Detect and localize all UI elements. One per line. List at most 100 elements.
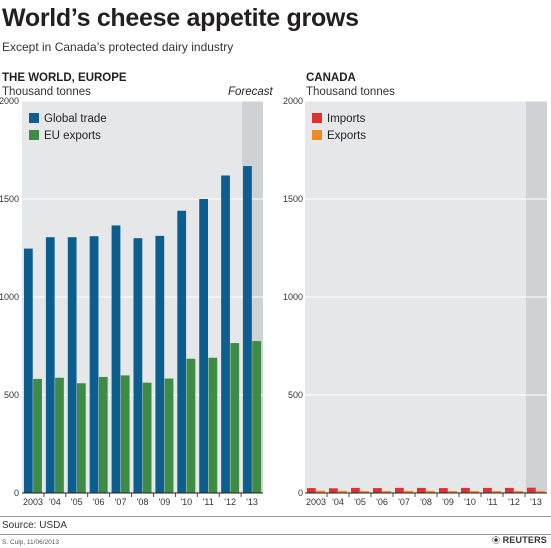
bar-eu-exports bbox=[252, 341, 262, 493]
y-tick-label: 1000 bbox=[283, 292, 303, 302]
x-tick-label: '08 bbox=[137, 497, 149, 507]
bar-imports bbox=[328, 488, 338, 493]
x-tick-label: '06 bbox=[376, 497, 388, 507]
y-tick-label: 1500 bbox=[283, 194, 303, 204]
x-tick-label: '06 bbox=[93, 497, 105, 507]
brand-logo: REUTERS bbox=[491, 535, 547, 545]
x-tick-label: '05 bbox=[354, 497, 366, 507]
bar-exports bbox=[492, 491, 502, 493]
bar-imports bbox=[350, 487, 360, 493]
bar-global-trade bbox=[177, 210, 187, 493]
bar-imports bbox=[504, 487, 514, 493]
x-tick-label: '09 bbox=[159, 497, 171, 507]
bar-global-trade bbox=[221, 175, 230, 494]
bar-global-trade bbox=[111, 225, 121, 493]
bar-exports bbox=[470, 491, 480, 493]
bar-imports bbox=[460, 487, 470, 493]
forecast-label: Forecast bbox=[228, 86, 273, 98]
bar-global-trade bbox=[23, 248, 33, 493]
bar-global-trade bbox=[133, 238, 143, 493]
y-tick-label: 0 bbox=[14, 488, 19, 498]
y-tick-label: 1500 bbox=[0, 194, 19, 204]
y-tick-label: 0 bbox=[298, 488, 303, 498]
bar-global-trade bbox=[89, 236, 99, 494]
bar-eu-exports bbox=[120, 375, 130, 493]
x-tick-label: '11 bbox=[203, 497, 214, 507]
y-tick-label: 1000 bbox=[0, 292, 19, 302]
bar-imports bbox=[416, 487, 426, 493]
x-tick-label: '08 bbox=[420, 497, 432, 507]
x-tick-label: '07 bbox=[398, 497, 410, 507]
bar-exports bbox=[338, 490, 348, 493]
chart-panel-0: 0 500 1000 1500 2000 2003 '04 '05 '06 '07 '08 '09 '1… bbox=[0, 96, 263, 507]
bar-exports bbox=[536, 491, 546, 493]
bar-exports bbox=[426, 490, 436, 493]
x-tick-label: 2003 bbox=[23, 497, 43, 507]
chart-panel-1: 0 500 1000 1500 2000 2003 '04 '05 '06 '07 '08 '09 '1… bbox=[283, 96, 547, 507]
x-tick-label: '05 bbox=[71, 497, 83, 507]
legend-swatch bbox=[312, 113, 322, 123]
bar-eu-exports bbox=[230, 343, 240, 493]
bar-eu-exports bbox=[98, 376, 108, 493]
source-note: Source: USDA bbox=[2, 520, 68, 531]
chart-subtitle: Except in Canada’s protected dairy indus… bbox=[2, 40, 234, 54]
x-tick-label: '10 bbox=[464, 497, 476, 507]
legend-swatch bbox=[29, 130, 39, 140]
y-tick-label: 500 bbox=[4, 390, 19, 400]
panel-title-canada: CANADA bbox=[306, 72, 356, 84]
legend-label: Exports bbox=[327, 130, 366, 142]
bar-eu-exports bbox=[164, 378, 174, 493]
x-tick-label: '11 bbox=[486, 497, 497, 507]
bar-global-trade bbox=[243, 166, 252, 493]
x-tick-label: '12 bbox=[508, 497, 520, 507]
legend-swatch bbox=[29, 113, 39, 123]
bar-eu-exports bbox=[208, 357, 218, 493]
y-tick-label: 500 bbox=[288, 390, 303, 400]
bar-imports bbox=[526, 487, 536, 493]
x-tick-label: '09 bbox=[442, 497, 454, 507]
bar-eu-exports bbox=[55, 377, 64, 493]
charts-canvas: 0 500 1000 1500 2000 2003 '04 '05 '06 '07 '08 '09 '1… bbox=[0, 96, 547, 507]
bar-eu-exports bbox=[142, 382, 152, 493]
footer-divider bbox=[0, 516, 551, 517]
panel-unit-canada: Thousand tonnes bbox=[306, 86, 395, 98]
bar-global-trade bbox=[199, 199, 209, 493]
reuters-logo-icon bbox=[491, 536, 500, 544]
bar-imports bbox=[372, 488, 382, 493]
bar-imports bbox=[482, 487, 492, 493]
bar-exports bbox=[382, 491, 392, 493]
credit-line: S. Culp, 11/06/2013 bbox=[2, 539, 59, 546]
bar-imports bbox=[306, 488, 316, 493]
legend-label: Global trade bbox=[44, 113, 107, 125]
bar-exports bbox=[448, 491, 458, 493]
panel-title-world: THE WORLD, EUROPE bbox=[2, 72, 127, 84]
bar-global-trade bbox=[45, 237, 55, 493]
y-tick-label: 2000 bbox=[0, 96, 19, 106]
bar-imports bbox=[394, 487, 404, 493]
legend-label: Imports bbox=[327, 113, 366, 125]
x-tick-label: '04 bbox=[332, 497, 344, 507]
x-tick-label: '13 bbox=[530, 497, 542, 507]
bar-global-trade bbox=[67, 237, 77, 493]
bar-eu-exports bbox=[33, 378, 42, 493]
x-tick-label: '10 bbox=[180, 497, 192, 507]
x-tick-label: '13 bbox=[246, 497, 258, 507]
legend-label: EU exports bbox=[44, 130, 101, 142]
bar-imports bbox=[438, 488, 448, 493]
legend-swatch bbox=[312, 130, 322, 140]
bar-exports bbox=[514, 491, 524, 493]
x-tick-label: 2003 bbox=[306, 497, 326, 507]
credit-divider bbox=[0, 534, 551, 535]
bar-eu-exports bbox=[186, 358, 196, 493]
bar-eu-exports bbox=[76, 383, 86, 493]
y-tick-label: 2000 bbox=[283, 96, 303, 106]
bar-global-trade bbox=[155, 235, 165, 493]
bar-exports bbox=[360, 491, 370, 493]
x-tick-label: '12 bbox=[224, 497, 236, 507]
bar-exports bbox=[404, 490, 414, 493]
x-tick-label: '04 bbox=[49, 497, 61, 507]
brand-text: REUTERS bbox=[502, 535, 547, 545]
chart-title: World’s cheese appetite grows bbox=[2, 4, 359, 32]
panel-unit-world: Thousand tonnes bbox=[2, 86, 91, 98]
bar-exports bbox=[316, 490, 326, 493]
